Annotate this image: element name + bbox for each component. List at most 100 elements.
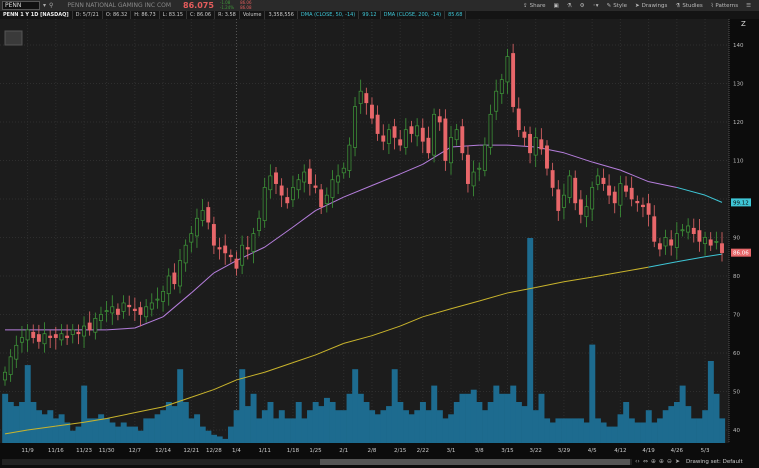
candle-up (121, 302, 126, 312)
info-volume: 3,358,556 (265, 11, 298, 19)
x-tick-label: 3/1 (447, 448, 456, 454)
share-button[interactable]: ⇪ Share (523, 1, 545, 10)
volume-bar (448, 414, 455, 443)
price-chart[interactable]: 40 50 60 70 80 90 110 120 130 140 99.12 86.06 Z (0, 19, 759, 443)
volume-bar (323, 397, 330, 443)
volume-bar (205, 430, 212, 443)
zoom-out-icon[interactable]: ⊖ (666, 458, 672, 465)
style-icon: ✎ (606, 2, 612, 9)
volume-bar (532, 410, 539, 443)
volume-bar (544, 418, 551, 443)
dma200-line-segment (106, 412, 135, 419)
candle-up (386, 129, 391, 144)
candle-down (669, 239, 674, 246)
dma50-line-segment (592, 161, 621, 171)
volume-bar (696, 418, 703, 443)
candle-down (708, 239, 713, 246)
candle-down (573, 177, 578, 204)
dma200-line-segment (648, 261, 677, 268)
candle-down (313, 185, 318, 188)
candle-down (511, 53, 516, 107)
studies-button[interactable]: ⚗ Studies (675, 1, 702, 10)
scroll-arrows-icon[interactable]: ‹› (635, 458, 640, 465)
settings-button[interactable]: ⚙ (580, 1, 585, 10)
patterns-label: Patterns (715, 2, 739, 9)
candle-up (3, 371, 7, 381)
x-tick-label: 4/5 (588, 448, 597, 454)
dma200-line-segment (400, 316, 423, 327)
candle-up (155, 298, 160, 301)
volume-bar (561, 418, 568, 443)
volume-bar (391, 369, 398, 443)
candle-down (635, 200, 640, 204)
dma50-line-segment (563, 152, 593, 163)
candle-down (217, 247, 222, 250)
share-label: Share (529, 2, 546, 9)
candle-up (595, 175, 600, 185)
symbol-input[interactable]: PENN (2, 1, 40, 10)
dma200-line-segment (236, 371, 265, 381)
dma50-price-tag (731, 198, 751, 207)
link-icon[interactable]: ⚲ (49, 2, 54, 9)
candle-up (471, 171, 476, 187)
candle-down (550, 170, 555, 188)
date-axis: 11/9 11/16 11/23 11/30 12/7 12/14 12/21 12/28 1/… (0, 443, 759, 455)
zoom-in-icon[interactable]: ⊕ (658, 458, 664, 465)
candle-up (262, 187, 267, 221)
snapshot-button[interactable]: ▣ (553, 1, 558, 10)
candle-up (618, 183, 623, 206)
dma200-line-segment (315, 342, 344, 356)
candle-up (403, 129, 408, 148)
pan-icon[interactable]: ⇔ (642, 458, 648, 465)
cursor-icon: ➤ (635, 2, 640, 9)
drawing-tool-button[interactable]: ◦▾ (593, 1, 599, 10)
drawings-button[interactable]: ➤ Drawings (635, 1, 667, 10)
menu-button[interactable]: ☰ (746, 1, 751, 10)
volume-bar (386, 406, 393, 443)
volume-bar (640, 422, 647, 443)
last-price: 86.075 (183, 1, 214, 10)
candle-up (257, 217, 262, 231)
candle-up (14, 344, 19, 360)
x-tick-label: 2/15 (394, 448, 407, 454)
candle-up (330, 179, 335, 198)
candle-down (211, 224, 216, 246)
dma200-line-segment (479, 292, 508, 302)
volume-bar (233, 410, 240, 443)
candle-up (680, 229, 685, 232)
volume-bar (335, 410, 342, 443)
flask-button[interactable]: ⚗ (567, 1, 572, 10)
last-price-tag-text: 86.06 (733, 251, 749, 257)
candle-down (607, 185, 612, 196)
volume-bar (92, 418, 99, 443)
volume-bar (515, 402, 522, 443)
symbol-dropdown-icon[interactable]: ▾ (43, 2, 47, 9)
candle-up (674, 233, 679, 248)
volume-bar (431, 385, 438, 443)
dma200-line-segment (343, 335, 373, 344)
candle-up (477, 167, 482, 170)
candle-down (629, 187, 634, 200)
horizontal-scrollbar[interactable] (2, 458, 632, 465)
crosshair-icon[interactable]: ⊕ (650, 458, 656, 465)
drawing-set-label: Drawing set: Default (685, 458, 743, 465)
dma200-value: 85.68 (445, 11, 467, 19)
tool-icon: ◦▾ (592, 2, 599, 9)
candle-down (437, 116, 442, 123)
cursor-icon[interactable]: ➤ (674, 458, 680, 465)
volume-bar (81, 385, 88, 443)
patterns-button[interactable]: ⌇ Patterns (711, 1, 738, 10)
volume-bar (482, 410, 489, 443)
expand-icon: Z (741, 20, 746, 28)
candle-up (663, 237, 668, 247)
style-button[interactable]: ✎ Style (607, 1, 627, 10)
candle-up (251, 233, 256, 252)
volume-bar (2, 393, 9, 443)
volume-bar (329, 402, 336, 443)
volume-bar (374, 414, 381, 443)
scrollbar-thumb[interactable] (320, 458, 630, 465)
candle-up (302, 171, 307, 183)
price-axis-background (729, 19, 759, 443)
candle-down (65, 335, 70, 338)
candle-down (641, 204, 645, 208)
